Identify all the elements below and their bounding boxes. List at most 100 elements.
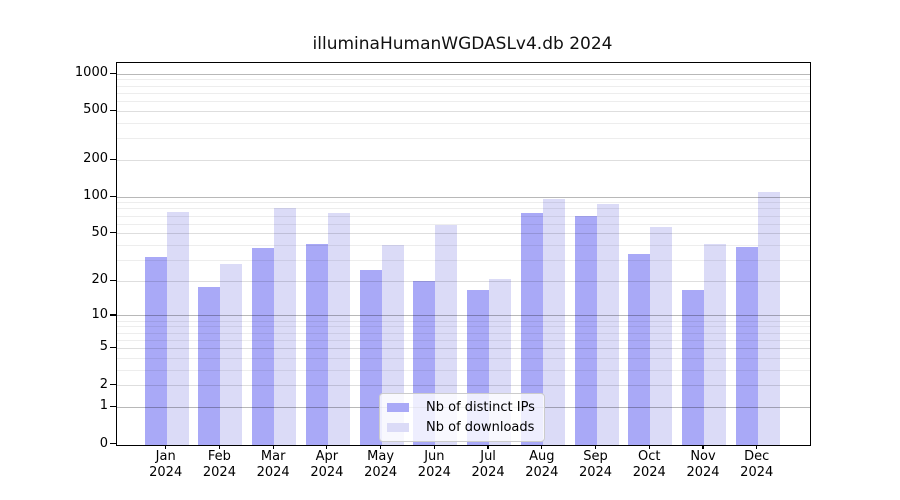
bar-jan-distinct-ips (144, 257, 167, 445)
y-tick-10 (110, 314, 116, 316)
gridline-2 (117, 385, 810, 387)
chart-title: illuminaHumanWGDASLv4.db 2024 (312, 34, 613, 54)
gridline-500 (117, 110, 810, 112)
x-tick-label-feb: Feb 2024 (202, 449, 236, 480)
x-tick-jul (487, 444, 489, 449)
x-tick-oct (648, 444, 650, 449)
y-tick-label-1000: 1000 (74, 65, 108, 81)
x-tick-label-apr: Apr 2024 (310, 449, 344, 480)
bar-aug-downloads (542, 198, 565, 445)
legend: Nb of distinct IPs Nb of downloads (379, 393, 545, 442)
y-tick-label-50: 50 (91, 224, 108, 240)
y-tick-2 (110, 384, 116, 386)
y-tick-0 (110, 442, 116, 445)
x-tick-label-mar: Mar 2024 (256, 449, 290, 480)
gridline-20 (117, 280, 810, 282)
gridline-800 (117, 85, 810, 87)
y-tick-200 (110, 158, 116, 160)
gridline-50 (117, 233, 810, 235)
x-tick-mar (272, 444, 274, 449)
gridline-10 (117, 315, 810, 317)
x-tick-label-may: May 2024 (364, 449, 398, 480)
gridline-300 (117, 138, 810, 140)
legend-label-downloads: Nb of downloads (426, 420, 535, 435)
y-tick-label-20: 20 (91, 272, 108, 288)
x-tick-label-oct: Oct 2024 (632, 449, 666, 480)
y-tick-5 (110, 346, 116, 349)
x-tick-nov (702, 444, 704, 449)
y-tick-20 (110, 279, 116, 281)
gridline-5 (117, 347, 810, 349)
legend-item-distinct-ips: Nb of distinct IPs (387, 400, 535, 415)
bar-mar-downloads (274, 208, 297, 445)
y-tick-1 (110, 405, 116, 407)
bar-may-distinct-ips (359, 269, 382, 445)
bar-sep-distinct-ips (574, 216, 597, 445)
bar-feb-downloads (220, 264, 243, 445)
gridline-80 (117, 208, 810, 210)
gridline-1000 (117, 73, 810, 75)
gridline-90 (117, 202, 810, 204)
y-tick-label-1: 1 (99, 398, 108, 414)
bar-feb-distinct-ips (198, 286, 221, 445)
bar-apr-distinct-ips (305, 244, 328, 445)
x-tick-apr (326, 444, 328, 449)
bar-nov-distinct-ips (682, 289, 704, 445)
x-tick-feb (218, 444, 221, 449)
bar-sep-downloads (596, 203, 619, 445)
gridline-8 (117, 326, 810, 328)
gridline-600 (117, 101, 810, 103)
gridline-60 (117, 223, 810, 225)
legend-item-downloads: Nb of downloads (387, 420, 535, 435)
y-tick-label-0: 0 (99, 435, 108, 451)
bar-dec-downloads (757, 192, 780, 445)
x-tick-label-jun: Jun 2024 (417, 449, 451, 480)
x-tick-jan (165, 444, 167, 449)
x-tick-label-jul: Jul 2024 (471, 449, 505, 480)
y-tick-label-2: 2 (99, 376, 108, 392)
legend-label-distinct-ips: Nb of distinct IPs (426, 400, 535, 415)
bar-apr-downloads (327, 213, 350, 445)
x-tick-label-nov: Nov 2024 (686, 449, 720, 480)
x-tick-aug (541, 444, 543, 449)
bar-jan-downloads (166, 211, 189, 445)
bar-nov-downloads (704, 244, 726, 445)
y-tick-label-200: 200 (83, 151, 108, 167)
y-tick-100 (110, 195, 116, 197)
bar-oct-downloads (650, 226, 673, 445)
gridline-4 (117, 357, 810, 359)
y-tick-label-5: 5 (99, 339, 108, 355)
y-tick-1000 (110, 72, 116, 74)
gridline-9 (117, 320, 810, 322)
bar-oct-distinct-ips (628, 253, 651, 445)
x-tick-label-jan: Jan 2024 (149, 449, 183, 480)
gridline-200 (117, 159, 810, 161)
gridline-7 (117, 332, 810, 334)
bar-mar-distinct-ips (252, 248, 275, 445)
gridline-400 (117, 122, 810, 124)
legend-swatch-distinct-ips (387, 403, 409, 412)
gridline-3 (117, 369, 810, 371)
x-tick-dec (756, 444, 758, 449)
x-tick-sep (594, 444, 597, 449)
bar-dec-distinct-ips (735, 246, 758, 445)
gridline-6 (117, 339, 810, 341)
legend-swatch-downloads (387, 423, 409, 432)
gridline-900 (117, 79, 810, 81)
y-tick-50 (110, 232, 116, 234)
bar-aug-distinct-ips (520, 213, 543, 445)
gridline-70 (117, 215, 810, 217)
gridline-40 (117, 244, 810, 246)
y-tick-500 (110, 109, 116, 111)
gridline-700 (117, 92, 810, 94)
y-tick-label-500: 500 (83, 102, 108, 118)
x-tick-label-sep: Sep 2024 (578, 449, 613, 480)
gridline-100 (117, 196, 810, 198)
gridline-30 (117, 259, 810, 261)
x-tick-label-aug: Aug 2024 (525, 449, 559, 480)
plot-area: Nb of distinct IPs Nb of downloads (116, 62, 811, 446)
x-tick-may (380, 444, 382, 449)
x-tick-label-dec: Dec 2024 (740, 449, 774, 480)
x-tick-jun (433, 444, 435, 449)
